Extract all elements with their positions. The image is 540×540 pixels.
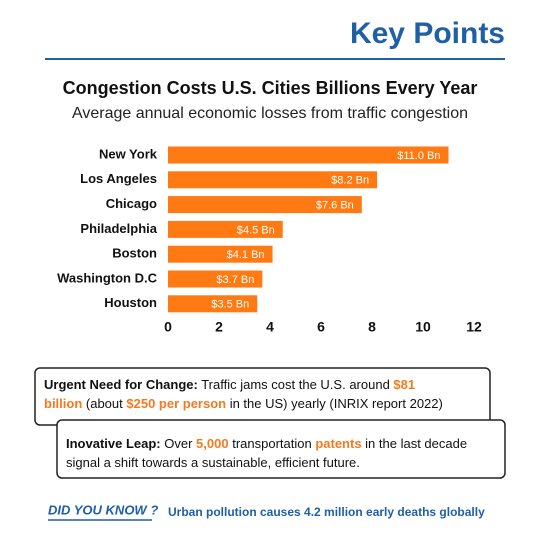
value-label: $4.5 Bn	[237, 224, 275, 236]
x-tick-label: 6	[317, 319, 325, 335]
callout-segment: Urgent Need for Change:	[44, 377, 198, 392]
chart-title: Congestion Costs U.S. Cities Billions Ev…	[63, 78, 478, 98]
bar	[168, 270, 263, 288]
callout-segment: Traffic jams cost the U.S. around	[198, 377, 394, 392]
callout-segment: $250 per person	[126, 396, 226, 411]
x-tick-label: 2	[215, 319, 223, 335]
callout-segment: $81	[393, 377, 415, 392]
bar	[168, 245, 273, 263]
bar	[168, 196, 362, 214]
callout-segment: billion	[44, 396, 82, 411]
x-tick-label: 12	[466, 319, 482, 335]
callout-line: Inovative Leap: Over 5,000 transportatio…	[66, 436, 467, 451]
y-tick-label: Los Angeles	[80, 171, 157, 186]
y-tick-label: Houston	[104, 295, 157, 310]
bar	[168, 295, 258, 313]
value-label: $4.1 Bn	[227, 249, 265, 261]
x-tick-label: 4	[266, 319, 274, 335]
value-label: $7.6 Bn	[316, 200, 354, 212]
y-tick-label: Chicago	[106, 196, 157, 211]
y-tick-label: Boston	[112, 246, 157, 261]
callout-segment: in the last decade	[362, 436, 468, 451]
value-label: $11.0 Bn	[397, 150, 440, 162]
value-label: $8.2 Bn	[331, 175, 369, 187]
y-tick-label: Philadelphia	[80, 221, 157, 236]
y-tick-label: Washington D.C	[57, 270, 158, 285]
chart-subtitle: Average annual economic losses from traf…	[72, 105, 468, 122]
bar	[168, 146, 449, 164]
callout-segment: (about	[82, 396, 126, 411]
callout-box	[56, 419, 506, 479]
footer-text: Urban pollution causes 4.2 million early…	[168, 505, 485, 519]
callout-segment: 5,000	[196, 436, 229, 451]
y-tick-label: New York	[99, 146, 158, 161]
callout-segment: transportation	[229, 436, 316, 451]
bar	[168, 220, 283, 238]
callout-segment: Inovative Leap:	[66, 436, 161, 451]
callout-line: billion (about $250 per person in the US…	[44, 396, 443, 411]
x-tick-label: 10	[415, 319, 431, 335]
did-you-know: DID YOU KNOW ?	[48, 502, 158, 517]
value-label: $3.5 Bn	[211, 299, 249, 311]
callout-line: signal a shift towards a sustainable, ef…	[66, 455, 360, 470]
callout-segment: Over	[161, 436, 196, 451]
x-tick-label: 8	[368, 319, 376, 335]
value-label: $3.7 Bn	[216, 274, 254, 286]
x-tick-label: 0	[164, 319, 172, 335]
callout-line: Urgent Need for Change: Traffic jams cos…	[44, 377, 415, 392]
bar	[168, 171, 378, 189]
callout-segment: in the US) yearly (INRIX report 2022)	[226, 396, 443, 411]
callout-segment: signal a shift towards a sustainable, ef…	[66, 455, 360, 470]
callout-segment: patents	[315, 436, 361, 451]
page-title: Key Points	[350, 17, 505, 50]
callouts: Urgent Need for Change: Traffic jams cos…	[44, 377, 467, 470]
